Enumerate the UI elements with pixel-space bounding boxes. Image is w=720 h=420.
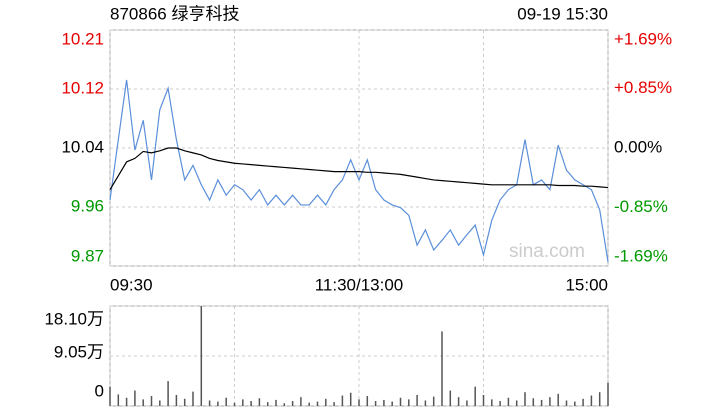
- volume-bar: [374, 401, 377, 406]
- volume-bar: [208, 400, 211, 406]
- volume-bar: [167, 381, 169, 406]
- volume-bar: [391, 401, 393, 406]
- volume-bar: [200, 306, 203, 406]
- volume-bar: [482, 394, 485, 406]
- volume-bar: [565, 400, 568, 406]
- volume-bar: [134, 390, 136, 406]
- volume-bar: [549, 397, 551, 406]
- volume-bar: [117, 394, 120, 406]
- y-tick-label: 9.96: [71, 196, 104, 215]
- volume-bar: [125, 397, 128, 406]
- volume-bar: [582, 398, 584, 406]
- volume-bar: [607, 382, 609, 406]
- volume-bar: [515, 400, 518, 406]
- volume-bar: [399, 397, 402, 406]
- volume-bar: [383, 399, 385, 406]
- volume-bar: [416, 394, 418, 406]
- volume-bar: [349, 392, 352, 406]
- volume-bar: [159, 400, 161, 406]
- volume-bar: [175, 394, 178, 406]
- volume-bar: [408, 399, 410, 406]
- volume-bar: [300, 397, 302, 406]
- volume-bar: [283, 403, 286, 406]
- volume-bar: [358, 399, 360, 406]
- y-tick-label: 9.05万: [54, 342, 104, 361]
- y2-tick-label: +0.85%: [614, 78, 672, 97]
- volume-bar: [183, 398, 186, 406]
- volume-bar: [217, 401, 219, 406]
- y2-tick-label: +1.69%: [614, 29, 672, 48]
- volume-bar: [432, 396, 435, 406]
- volume-bar: [491, 399, 493, 406]
- volume-bar: [142, 399, 144, 406]
- volume-bar: [233, 402, 236, 406]
- volume-bar: [499, 401, 501, 406]
- volume-bar: [275, 399, 277, 406]
- volume-bar: [457, 397, 460, 406]
- y-tick-label: 0: [95, 381, 104, 400]
- y-tick-label: 10.21: [61, 29, 104, 48]
- volume-bar: [266, 402, 269, 406]
- y2-tick-label: -0.85%: [614, 197, 668, 216]
- volume-bar: [441, 331, 443, 406]
- volume-bar: [598, 392, 601, 406]
- chart-title: 870866 绿亨科技: [110, 4, 239, 23]
- volume-bar: [242, 399, 244, 406]
- volume-bar: [225, 397, 227, 406]
- y2-tick-label: -1.69%: [614, 246, 668, 265]
- volume-bar: [291, 401, 294, 406]
- y2-tick-label: 0.00%: [614, 137, 662, 156]
- price-line: [109, 79, 609, 262]
- volume-bar: [474, 386, 476, 406]
- volume-bar: [532, 398, 535, 406]
- volume-bar: [316, 401, 319, 406]
- y-tick-label: 10.04: [61, 137, 104, 156]
- volume-bar: [557, 393, 559, 406]
- volume-bar: [258, 398, 261, 406]
- x-tick-label: 15:00: [565, 275, 608, 294]
- y-tick-label: 9.87: [71, 246, 104, 265]
- volume-bar: [524, 392, 526, 406]
- volume-bar: [308, 402, 310, 406]
- timestamp: 09-19 15:30: [517, 4, 608, 23]
- volume-bar: [333, 402, 335, 406]
- volume-bar: [574, 401, 576, 406]
- x-tick-label: 11:30/13:00: [315, 275, 404, 294]
- volume-bar: [466, 400, 468, 406]
- volume-bar: [250, 401, 252, 406]
- volume-bar: [325, 398, 327, 406]
- volume-bar: [507, 397, 510, 406]
- volume-bar: [366, 396, 369, 406]
- y-tick-label: 10.12: [61, 78, 104, 97]
- x-tick-label: 09:30: [110, 275, 153, 294]
- volume-bar: [590, 395, 593, 406]
- volume-bar: [540, 399, 543, 406]
- volume-bar: [341, 395, 344, 406]
- volume-bar: [150, 396, 153, 406]
- watermark: sina.com: [509, 241, 585, 262]
- volume-bar: [424, 400, 427, 406]
- average-line: [109, 147, 609, 190]
- volume-bar: [449, 390, 452, 406]
- volume-bar: [109, 386, 111, 406]
- volume-bar: [192, 391, 194, 406]
- y-tick-label: 18.10万: [44, 309, 104, 328]
